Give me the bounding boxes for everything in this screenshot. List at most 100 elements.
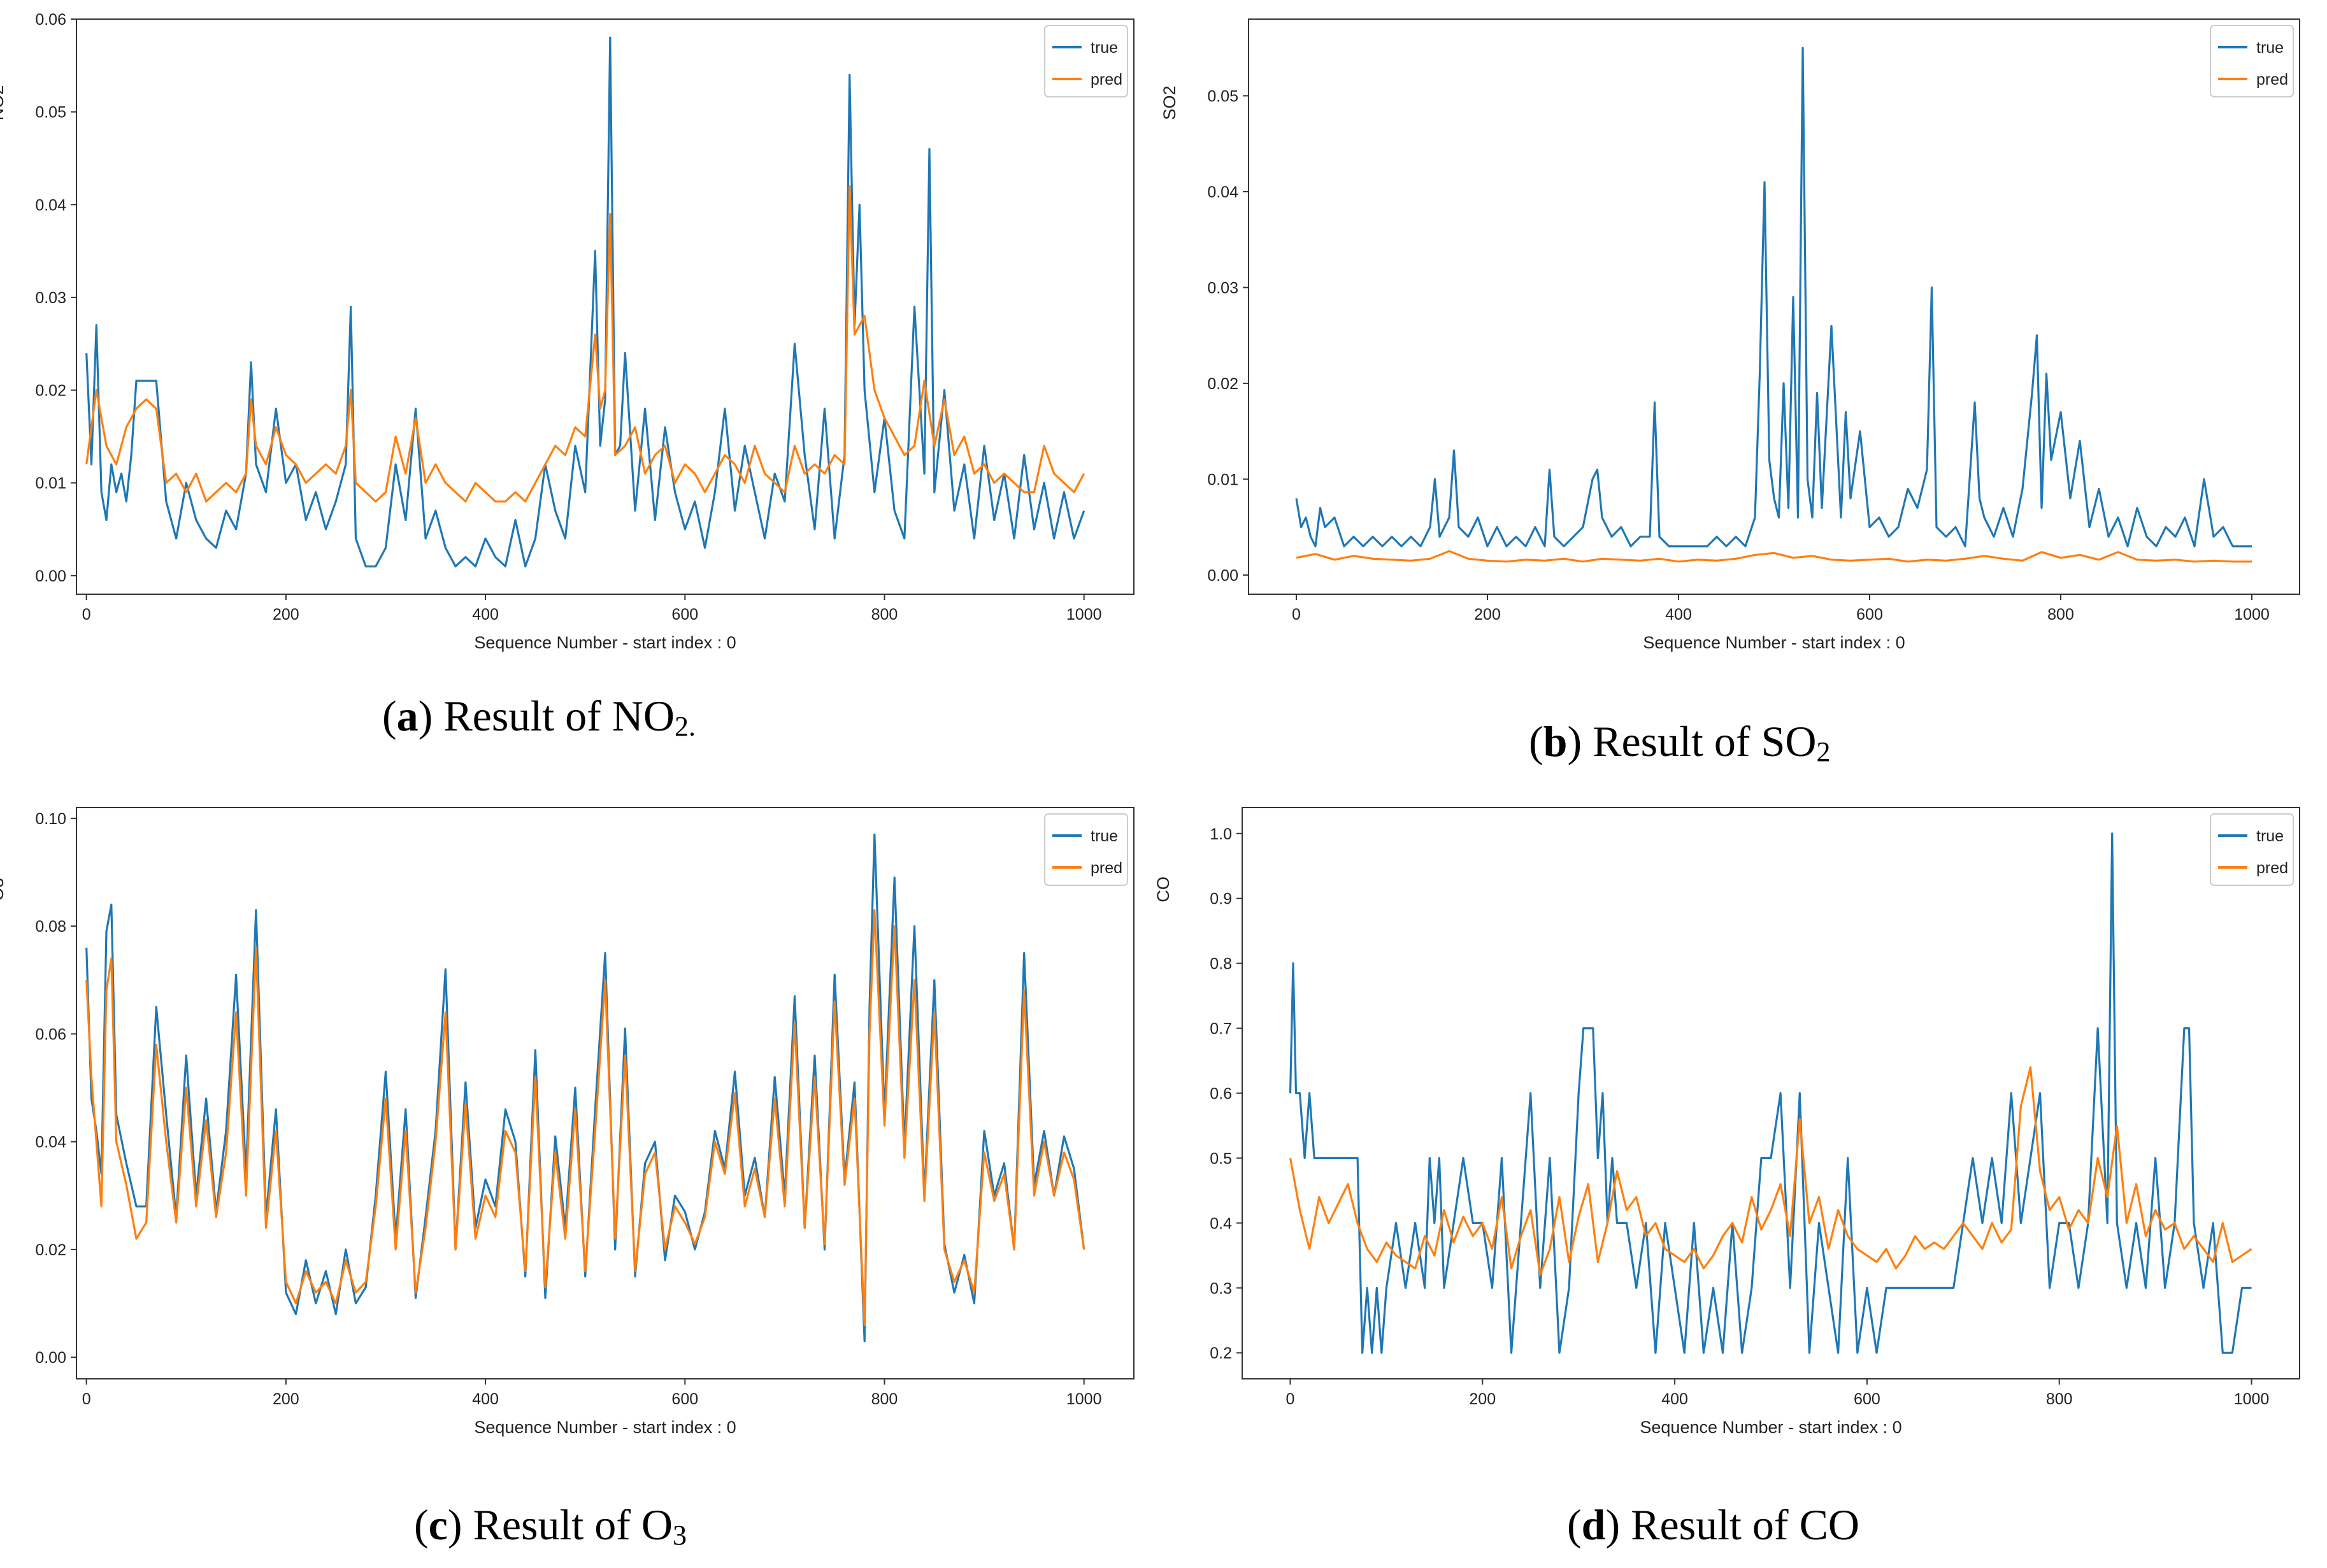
o3-xtick-label: 800 xyxy=(871,1390,898,1408)
no2-ytick-label: 0.06 xyxy=(35,11,66,29)
o3-xtick-label: 400 xyxy=(472,1390,499,1408)
co-legend-label-pred: pred xyxy=(2256,859,2288,877)
co-series-pred xyxy=(1289,1066,2252,1276)
o3-ytick-label: 0.04 xyxy=(35,1134,66,1151)
so2-ytick-label: 0.04 xyxy=(1207,183,1238,201)
o3-xlabel: Sequence Number - start index : 0 xyxy=(474,1418,736,1437)
no2-ytick-label: 0.00 xyxy=(35,567,66,585)
no2-series-true xyxy=(85,36,1085,567)
o3-series-pred xyxy=(85,909,1085,1327)
o3-plot-frame xyxy=(76,807,1135,1379)
so2-series-pred xyxy=(1296,550,2252,563)
co-xtick-label: 800 xyxy=(2046,1390,2073,1408)
co-xtick-label: 1000 xyxy=(2234,1390,2270,1408)
co-xtick-label: 200 xyxy=(1469,1390,1496,1408)
chart-co-svg: 0 200 400 600 800 1000 0.2 0.3 0.4 0.5 0.6 0.7 0.8 0.… xyxy=(1154,807,2300,1437)
so2-legend-label-pred: pred xyxy=(2256,71,2288,89)
caption-a: (a) Result of NO2. xyxy=(382,692,696,742)
o3-ytick-label: 0.10 xyxy=(35,810,66,828)
chart-so2-svg: 0 200 400 600 800 1000 0.00 0.01 0.02 0.03 0.04 0.0… xyxy=(1160,18,2300,652)
o3-ylabel: O3 xyxy=(0,878,7,901)
no2-xtick-label: 400 xyxy=(472,606,499,624)
caption-d-text: Result of CO xyxy=(1631,1500,1860,1549)
o3-ytick-label: 0.02 xyxy=(35,1241,66,1259)
caption-c-text: Result of O xyxy=(473,1500,673,1549)
o3-xtick-label: 200 xyxy=(273,1390,299,1408)
caption-a-text: Result of NO xyxy=(443,692,675,740)
no2-plot-frame xyxy=(76,18,1135,595)
co-plot-frame xyxy=(1242,807,2300,1379)
o3-legend-label-true: true xyxy=(1091,827,1118,845)
no2-ytick-label: 0.04 xyxy=(35,196,66,214)
so2-xtick-label: 1000 xyxy=(2234,606,2270,624)
no2-xlabel: Sequence Number - start index : 0 xyxy=(474,633,736,652)
o3-xtick-label: 600 xyxy=(671,1390,698,1408)
no2-xtick-label: 800 xyxy=(871,606,898,624)
no2-legend-label-pred: pred xyxy=(1091,71,1122,89)
so2-ytick-label: 0.01 xyxy=(1207,471,1238,488)
co-ytick-label: 1.0 xyxy=(1210,825,1232,843)
o3-ytick-label: 0.00 xyxy=(35,1349,66,1367)
caption-c-letter: c xyxy=(428,1500,448,1549)
so2-ytick-label: 0.00 xyxy=(1207,567,1238,585)
co-ytick-label: 0.4 xyxy=(1210,1215,1232,1232)
o3-ytick-label: 0.08 xyxy=(35,918,66,936)
co-ytick-label: 0.6 xyxy=(1210,1085,1232,1103)
co-ytick-label: 0.8 xyxy=(1210,955,1232,973)
co-xlabel: Sequence Number - start index : 0 xyxy=(1640,1418,1901,1437)
so2-series-true xyxy=(1295,46,2252,548)
chart-co: 0 200 400 600 800 1000 0.2 0.3 0.4 0.5 0.6 0.7 0.8 0.… xyxy=(1154,783,2327,1471)
chart-so2: 0 200 400 600 800 1000 0.00 0.01 0.02 0.03 0.04 0.0… xyxy=(1160,0,2327,688)
chart-no2-svg: 0 200 400 600 800 1000 0.00 0.01 0.02 0.03 0.04 0.0… xyxy=(0,11,1135,652)
so2-plot-frame xyxy=(1248,18,2300,595)
co-ytick-label: 0.9 xyxy=(1210,890,1232,908)
so2-xtick-label: 400 xyxy=(1665,606,1692,624)
co-ytick-label: 0.7 xyxy=(1210,1020,1232,1038)
o3-ytick-label: 0.06 xyxy=(35,1025,66,1043)
caption-b: (b) Result of SO2 xyxy=(1529,717,1831,767)
co-xtick-label: 0 xyxy=(1286,1390,1295,1408)
caption-d-letter: d xyxy=(1581,1500,1606,1549)
caption-b-text: Result of SO xyxy=(1593,717,1817,766)
so2-xtick-label: 0 xyxy=(1292,606,1301,624)
so2-legend-label-true: true xyxy=(2256,39,2284,57)
chart-o3: 0 200 400 600 800 1000 0.00 0.02 0.04 0.06 0.08 0.1… xyxy=(0,783,1166,1471)
no2-series-pred xyxy=(85,185,1085,503)
no2-ytick-label: 0.03 xyxy=(35,289,66,307)
so2-ytick-label: 0.02 xyxy=(1207,375,1238,393)
co-ytick-label: 0.5 xyxy=(1210,1150,1232,1167)
co-ytick-label: 0.2 xyxy=(1210,1344,1232,1362)
no2-ytick-label: 0.01 xyxy=(35,474,66,492)
o3-xtick-label: 0 xyxy=(82,1390,91,1408)
co-xtick-label: 400 xyxy=(1661,1390,1688,1408)
so2-ytick-label: 0.03 xyxy=(1207,279,1238,297)
caption-b-letter: b xyxy=(1543,717,1568,766)
so2-xlabel: Sequence Number - start index : 0 xyxy=(1643,633,1905,652)
co-ylabel: CO xyxy=(1154,876,1173,902)
no2-ylabel: NO2 xyxy=(0,85,7,121)
so2-xtick-label: 600 xyxy=(1856,606,1883,624)
co-xtick-label: 600 xyxy=(1854,1390,1880,1408)
no2-xtick-label: 1000 xyxy=(1066,606,1102,624)
co-series-true xyxy=(1289,832,2252,1354)
so2-xtick-label: 800 xyxy=(2047,606,2074,624)
o3-xtick-label: 1000 xyxy=(1066,1390,1102,1408)
no2-legend-label-true: true xyxy=(1091,39,1118,57)
so2-ytick-label: 0.05 xyxy=(1207,87,1238,105)
caption-d: (d) Result of CO xyxy=(1567,1500,1860,1549)
so2-xtick-label: 200 xyxy=(1474,606,1501,624)
caption-c: (c) Result of O3 xyxy=(414,1500,687,1551)
no2-ytick-label: 0.05 xyxy=(35,104,66,122)
no2-xtick-label: 0 xyxy=(82,606,91,624)
co-legend-label-true: true xyxy=(2256,827,2284,845)
no2-ytick-label: 0.02 xyxy=(35,382,66,400)
chart-no2: 0 200 400 600 800 1000 0.00 0.01 0.02 0.03 0.04 0.0… xyxy=(0,0,1166,688)
o3-legend-label-pred: pred xyxy=(1091,859,1122,877)
co-ytick-label: 0.3 xyxy=(1210,1279,1232,1297)
no2-xtick-label: 600 xyxy=(671,606,698,624)
chart-o3-svg: 0 200 400 600 800 1000 0.00 0.02 0.04 0.06 0.08 0.1… xyxy=(0,807,1135,1437)
no2-xtick-label: 200 xyxy=(273,606,299,624)
so2-ylabel: SO2 xyxy=(1160,85,1179,120)
o3-series-true xyxy=(85,833,1085,1343)
caption-a-letter: a xyxy=(396,692,419,740)
